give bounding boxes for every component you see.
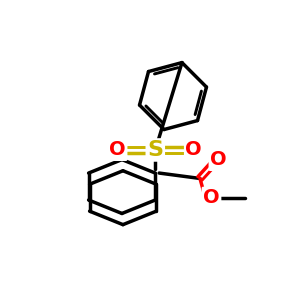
Text: O: O (185, 140, 202, 160)
Text: O: O (109, 140, 126, 160)
Text: O: O (210, 151, 227, 169)
Text: O: O (203, 188, 220, 207)
Text: S: S (147, 140, 163, 160)
